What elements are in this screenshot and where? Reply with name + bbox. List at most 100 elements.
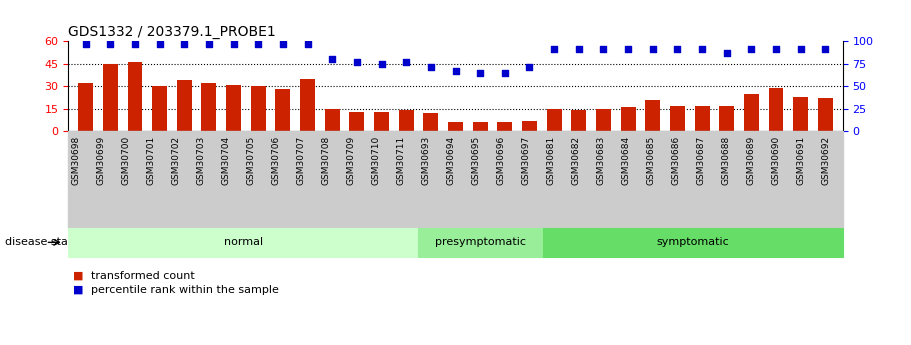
Bar [128, 62, 142, 131]
Text: GSM30702: GSM30702 [172, 136, 180, 185]
Bar [251, 86, 266, 131]
Text: GSM30700: GSM30700 [122, 136, 131, 185]
Point [424, 64, 438, 69]
Bar [473, 122, 487, 131]
Text: GSM30687: GSM30687 [696, 136, 705, 185]
Text: GSM30682: GSM30682 [571, 136, 580, 185]
Bar [448, 122, 463, 131]
Bar [744, 94, 759, 131]
Text: ■: ■ [73, 285, 84, 295]
Text: GSM30711: GSM30711 [396, 136, 405, 185]
Point [276, 41, 291, 47]
Bar [670, 106, 685, 131]
Text: GSM30705: GSM30705 [247, 136, 256, 185]
Text: GSM30708: GSM30708 [322, 136, 331, 185]
Text: GSM30693: GSM30693 [422, 136, 431, 185]
Text: GSM30692: GSM30692 [821, 136, 830, 185]
Bar [103, 64, 118, 131]
Point [301, 41, 315, 47]
Point [571, 46, 586, 51]
Point [152, 41, 167, 47]
Text: normal: normal [223, 237, 262, 247]
Text: GSM30698: GSM30698 [72, 136, 81, 185]
Point [793, 46, 808, 51]
Bar [275, 89, 291, 131]
Bar [399, 110, 414, 131]
Point [522, 64, 537, 69]
Bar [793, 97, 808, 131]
Point [374, 61, 389, 67]
Text: GSM30686: GSM30686 [671, 136, 681, 185]
Text: GDS1332 / 203379.1_PROBE1: GDS1332 / 203379.1_PROBE1 [68, 25, 276, 39]
Text: percentile rank within the sample: percentile rank within the sample [91, 285, 279, 295]
Text: disease state: disease state [5, 237, 78, 247]
Text: GSM30710: GSM30710 [372, 136, 381, 185]
Text: GSM30704: GSM30704 [221, 136, 230, 185]
Bar [818, 98, 833, 131]
Bar [695, 106, 710, 131]
Bar [596, 109, 611, 131]
Point [670, 46, 685, 51]
Bar [350, 112, 364, 131]
Text: GSM30703: GSM30703 [197, 136, 206, 185]
Bar [226, 85, 241, 131]
Point [744, 46, 759, 51]
Bar [645, 100, 660, 131]
Bar [201, 83, 216, 131]
Point [128, 41, 142, 47]
Text: GSM30697: GSM30697 [521, 136, 530, 185]
Bar [152, 86, 167, 131]
Text: GSM30696: GSM30696 [496, 136, 506, 185]
Text: GSM30695: GSM30695 [472, 136, 480, 185]
Point [251, 41, 265, 47]
Text: GSM30684: GSM30684 [621, 136, 630, 185]
Point [596, 46, 610, 51]
Point [103, 41, 118, 47]
Bar [720, 106, 734, 131]
Point [399, 59, 414, 65]
Text: GSM30683: GSM30683 [597, 136, 606, 185]
Point [818, 46, 833, 51]
Bar [374, 112, 389, 131]
Point [350, 59, 364, 65]
Text: GSM30681: GSM30681 [547, 136, 556, 185]
Point [177, 41, 191, 47]
Text: ■: ■ [73, 271, 84, 281]
Text: GSM30694: GSM30694 [446, 136, 456, 185]
Text: GSM30691: GSM30691 [796, 136, 805, 185]
Bar [177, 80, 191, 131]
Text: GSM30690: GSM30690 [772, 136, 780, 185]
Point [720, 50, 734, 56]
Bar [547, 109, 561, 131]
Text: GSM30699: GSM30699 [97, 136, 106, 185]
Text: presymptomatic: presymptomatic [435, 237, 526, 247]
Bar [300, 79, 315, 131]
Text: GSM30688: GSM30688 [722, 136, 731, 185]
Point [769, 46, 783, 51]
Text: GSM30707: GSM30707 [297, 136, 305, 185]
Text: GSM30709: GSM30709 [346, 136, 355, 185]
Bar [497, 122, 512, 131]
Point [448, 68, 463, 74]
Point [646, 46, 660, 51]
Point [226, 41, 241, 47]
Text: transformed count: transformed count [91, 271, 195, 281]
Bar [424, 113, 438, 131]
Text: GSM30706: GSM30706 [271, 136, 281, 185]
Point [325, 57, 340, 62]
Text: GSM30701: GSM30701 [147, 136, 156, 185]
Text: symptomatic: symptomatic [657, 237, 729, 247]
Bar [571, 110, 586, 131]
Point [78, 41, 93, 47]
Point [695, 46, 710, 51]
Point [473, 70, 487, 76]
Bar [620, 107, 636, 131]
Bar [325, 109, 340, 131]
Bar [78, 83, 93, 131]
Text: GSM30685: GSM30685 [646, 136, 655, 185]
Bar [769, 88, 783, 131]
Point [201, 41, 216, 47]
Point [547, 46, 561, 51]
Point [620, 46, 635, 51]
Text: GSM30689: GSM30689 [746, 136, 755, 185]
